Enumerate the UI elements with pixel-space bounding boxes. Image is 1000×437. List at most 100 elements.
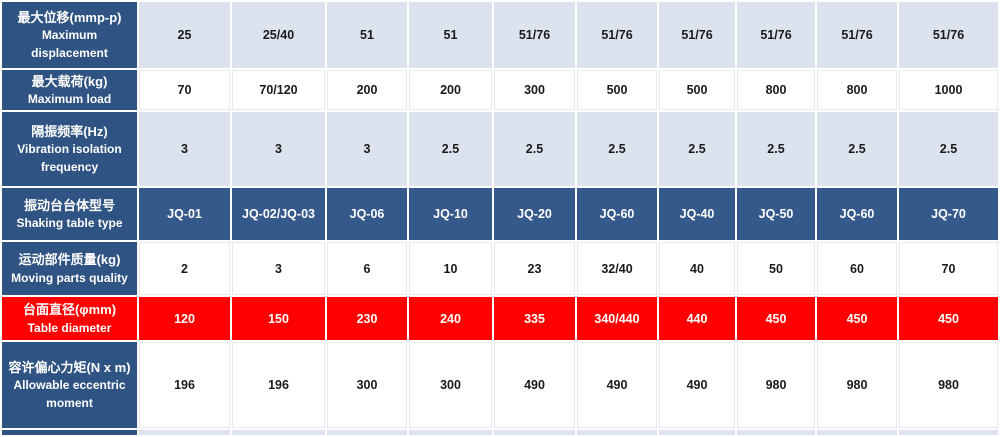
cell-allowable-eccentric-moment-col6: 490 <box>577 342 657 428</box>
cell-moving-parts-quality-col5: 23 <box>494 242 575 295</box>
row-header-vibration-isolation-frequency: 隔振频率(Hz) Vibration isolation frequency <box>2 112 137 186</box>
cell-vibration-isolation-frequency-col10: 2.5 <box>899 112 998 186</box>
cell-table-diameter-col1: 120 <box>139 297 230 340</box>
row-header-allowable-eccentric-moment: 容许偏心力矩(N x m) Allowable eccentric moment <box>2 342 137 428</box>
cell-max-load-col9: 800 <box>817 70 897 110</box>
cell-vibration-isolation-frequency-col8: 2.5 <box>737 112 815 186</box>
cell-partial-row-col7 <box>659 430 735 435</box>
cell-shaking-table-type-col7: JQ-40 <box>659 188 735 240</box>
cell-shaking-table-type-col2: JQ-02/JQ-03 <box>232 188 325 240</box>
cell-partial-row-col9 <box>817 430 897 435</box>
cell-moving-parts-quality-col7: 40 <box>659 242 735 295</box>
row-header-zh-label: 最大载荷(kg) <box>31 73 108 89</box>
cell-vibration-isolation-frequency-col9: 2.5 <box>817 112 897 186</box>
row-header-max-load: 最大载荷(kg) Maximum load <box>2 70 137 110</box>
cell-max-load-col7: 500 <box>659 70 735 110</box>
cell-max-displacement-col6: 51/76 <box>577 2 657 68</box>
cell-moving-parts-quality-col4: 10 <box>409 242 492 295</box>
row-header-en-label: Maximum displacement <box>31 28 108 60</box>
row-header-zh-label: 台面直径(φmm) <box>22 302 117 318</box>
cell-vibration-isolation-frequency-col7: 2.5 <box>659 112 735 186</box>
row-header-zh-label: 最大位移(mmp-p) <box>17 9 122 25</box>
cell-allowable-eccentric-moment-col3: 300 <box>327 342 407 428</box>
table-row-allowable-eccentric-moment: 容许偏心力矩(N x m) Allowable eccentric moment 1… <box>2 342 998 428</box>
cell-vibration-isolation-frequency-col1: 3 <box>139 112 230 186</box>
cell-max-displacement-col9: 51/76 <box>817 2 897 68</box>
row-header-table-diameter: 台面直径(φmm) Table diameter <box>2 297 137 340</box>
table-row-moving-parts-quality: 运动部件质量(kg) Moving parts quality 2 3 6 10 23 32/… <box>2 242 998 295</box>
table-row-table-diameter: 台面直径(φmm) Table diameter 120 150 230 240 335 34… <box>2 297 998 340</box>
cell-allowable-eccentric-moment-col7: 490 <box>659 342 735 428</box>
cell-partial-row-col10 <box>899 430 998 435</box>
row-header-zh-label: 运动部件质量(kg) <box>18 252 121 268</box>
row-header-en-label: Table diameter <box>27 320 112 335</box>
cell-vibration-isolation-frequency-col2: 3 <box>232 112 325 186</box>
cell-allowable-eccentric-moment-col8: 980 <box>737 342 815 428</box>
row-header-en-label: Allowable eccentric moment <box>13 378 126 410</box>
cell-vibration-isolation-frequency-col4: 2.5 <box>409 112 492 186</box>
cell-allowable-eccentric-moment-col1: 196 <box>139 342 230 428</box>
cell-max-load-col2: 70/120 <box>232 70 325 110</box>
cell-max-load-col1: 70 <box>139 70 230 110</box>
cell-max-displacement-col3: 51 <box>327 2 407 68</box>
cell-allowable-eccentric-moment-col2: 196 <box>232 342 325 428</box>
cell-shaking-table-type-col4: JQ-10 <box>409 188 492 240</box>
row-header-en-label: Shaking table type <box>16 216 123 231</box>
row-header-zh-label: 振动台台体型号 <box>23 197 115 213</box>
cell-moving-parts-quality-col6: 32/40 <box>577 242 657 295</box>
table-row-vibration-isolation-frequency: 隔振频率(Hz) Vibration isolation frequency 3 3 3… <box>2 112 998 186</box>
row-header-zh-label: 容许偏心力矩(N x m) <box>8 359 131 375</box>
cell-max-displacement-col5: 51/76 <box>494 2 575 68</box>
cell-table-diameter-col4: 240 <box>409 297 492 340</box>
cell-allowable-eccentric-moment-col5: 490 <box>494 342 575 428</box>
cell-moving-parts-quality-col9: 60 <box>817 242 897 295</box>
cell-shaking-table-type-col1: JQ-01 <box>139 188 230 240</box>
cell-max-load-col8: 800 <box>737 70 815 110</box>
cell-table-diameter-col2: 150 <box>232 297 325 340</box>
cell-shaking-table-type-col6: JQ-60 <box>577 188 657 240</box>
cell-max-load-col4: 200 <box>409 70 492 110</box>
cell-max-displacement-col10: 51/76 <box>899 2 998 68</box>
cell-moving-parts-quality-col8: 50 <box>737 242 815 295</box>
cell-allowable-eccentric-moment-col10: 980 <box>899 342 998 428</box>
row-header-en-label: Moving parts quality <box>11 270 128 285</box>
cell-max-load-col3: 200 <box>327 70 407 110</box>
cell-shaking-table-type-col10: JQ-70 <box>899 188 998 240</box>
table-row-max-displacement: 最大位移(mmp-p) Maximum displacement 25 25/40 51… <box>2 2 998 68</box>
cell-moving-parts-quality-col1: 2 <box>139 242 230 295</box>
cell-shaking-table-type-col3: JQ-06 <box>327 188 407 240</box>
table-row-max-load: 最大载荷(kg) Maximum load 70 70/120 200 200 300 500… <box>2 70 998 110</box>
cell-partial-row-col2 <box>232 430 325 435</box>
row-header-max-displacement: 最大位移(mmp-p) Maximum displacement <box>2 2 137 68</box>
row-header-zh-label: 隔振频率(Hz) <box>31 123 108 139</box>
cell-partial-row-col6 <box>577 430 657 435</box>
table-row-partial-row <box>2 430 998 435</box>
cell-partial-row-col4 <box>409 430 492 435</box>
cell-table-diameter-col3: 230 <box>327 297 407 340</box>
cell-max-displacement-col7: 51/76 <box>659 2 735 68</box>
cell-vibration-isolation-frequency-col3: 3 <box>327 112 407 186</box>
cell-partial-row-col3 <box>327 430 407 435</box>
row-header-en-label: Vibration isolation frequency <box>17 142 122 174</box>
cell-max-displacement-col1: 25 <box>139 2 230 68</box>
row-header-moving-parts-quality: 运动部件质量(kg) Moving parts quality <box>2 242 137 295</box>
cell-max-displacement-col2: 25/40 <box>232 2 325 68</box>
cell-moving-parts-quality-col2: 3 <box>232 242 325 295</box>
cell-allowable-eccentric-moment-col4: 300 <box>409 342 492 428</box>
cell-vibration-isolation-frequency-col6: 2.5 <box>577 112 657 186</box>
cell-partial-row-col5 <box>494 430 575 435</box>
cell-shaking-table-type-col9: JQ-60 <box>817 188 897 240</box>
table-row-shaking-table-type: 振动台台体型号 Shaking table type JQ-01 JQ-02/JQ-0… <box>2 188 998 240</box>
cell-max-displacement-col8: 51/76 <box>737 2 815 68</box>
cell-moving-parts-quality-col3: 6 <box>327 242 407 295</box>
cell-partial-row-col8 <box>737 430 815 435</box>
row-header-en-label: Maximum load <box>27 92 112 107</box>
cell-shaking-table-type-col8: JQ-50 <box>737 188 815 240</box>
row-header-shaking-table-type: 振动台台体型号 Shaking table type <box>2 188 137 240</box>
cell-max-load-col5: 300 <box>494 70 575 110</box>
row-header-partial-row <box>2 430 137 435</box>
cell-max-load-col6: 500 <box>577 70 657 110</box>
cell-table-diameter-col6: 340/440 <box>577 297 657 340</box>
